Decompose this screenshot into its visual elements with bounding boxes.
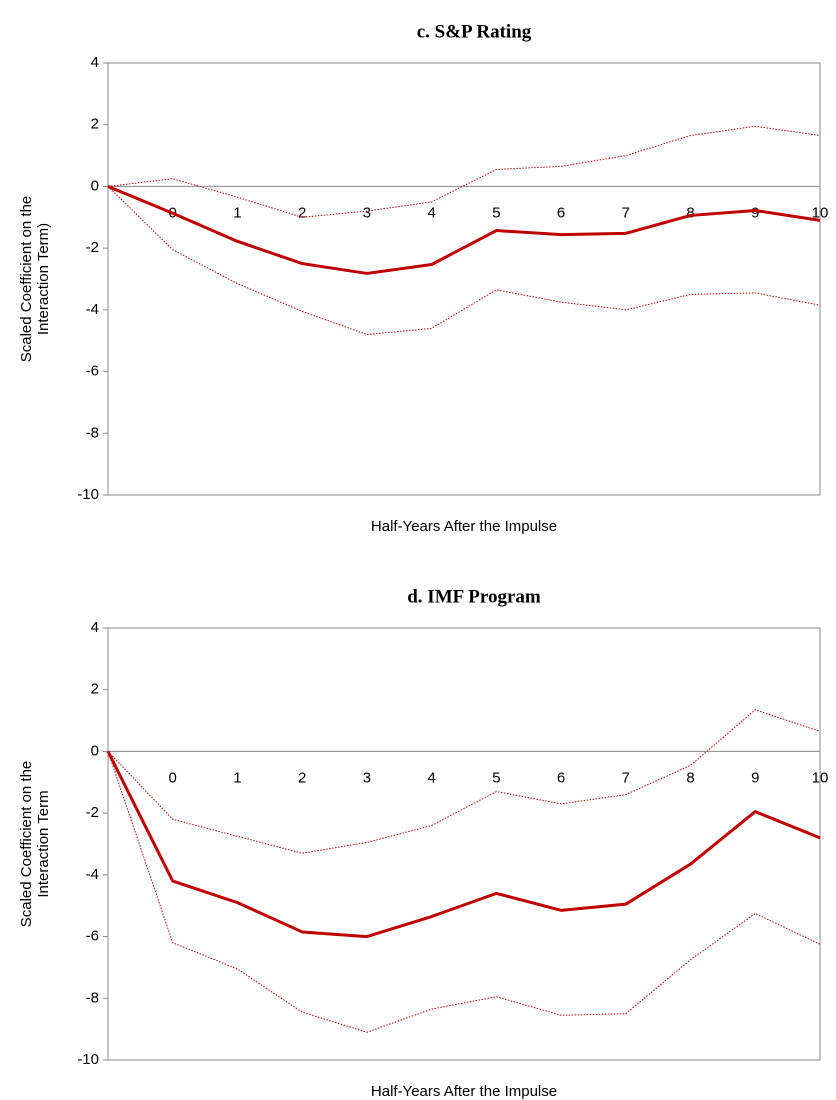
y-tick-label: 0 xyxy=(91,177,99,194)
y-axis-label-line: Scaled Coefficient on the xyxy=(18,761,35,928)
x-tick-label: 10 xyxy=(812,204,829,221)
y-axis-label-line: Scaled Coefficient on the xyxy=(18,196,35,363)
x-tick-label: 7 xyxy=(622,769,630,786)
y-tick-label: -8 xyxy=(86,424,99,441)
x-tick-label: 3 xyxy=(363,769,371,786)
chart-title: d. IMF Program xyxy=(407,586,541,607)
line-series xyxy=(107,709,821,854)
y-axis-label-line: Interaction Term xyxy=(35,790,52,897)
y-axis-label: Scaled Coefficient on theInteraction Ter… xyxy=(18,196,52,363)
x-tick-label: 4 xyxy=(427,769,435,786)
y-tick-label: -6 xyxy=(86,928,99,945)
plot-frame xyxy=(107,62,821,496)
line-series xyxy=(107,186,821,336)
y-tick-label: 4 xyxy=(91,54,99,71)
x-tick-label: 1 xyxy=(233,204,241,221)
y-tick-label: -2 xyxy=(86,804,99,821)
x-tick-label: 1 xyxy=(233,769,241,786)
x-tick-label: 9 xyxy=(751,204,759,221)
x-tick-label: 5 xyxy=(492,204,500,221)
line-series xyxy=(107,185,821,275)
x-tick-label: 8 xyxy=(686,204,694,221)
x-tick-label: 5 xyxy=(492,769,500,786)
x-tick-label: 6 xyxy=(557,204,565,221)
line-series xyxy=(107,125,821,218)
x-tick-label: 2 xyxy=(298,204,306,221)
line-series xyxy=(106,750,821,939)
chart-title: c. S&P Rating xyxy=(417,21,532,42)
y-tick-label: 0 xyxy=(91,742,99,759)
x-tick-label: 2 xyxy=(298,769,306,786)
x-tick-label: 3 xyxy=(363,204,371,221)
y-axis-label-line: Interaction Term) xyxy=(35,223,52,335)
x-tick-label: 8 xyxy=(686,769,694,786)
x-tick-label: 6 xyxy=(557,769,565,786)
y-tick-label: -6 xyxy=(86,363,99,380)
y-tick-label: -4 xyxy=(86,301,99,318)
x-tick-label: 9 xyxy=(751,769,759,786)
plot-frame xyxy=(107,627,821,1061)
x-tick-label: 10 xyxy=(812,769,829,786)
y-tick-label: 2 xyxy=(91,681,99,698)
line-series xyxy=(107,751,821,1033)
y-tick-label: -10 xyxy=(77,1051,99,1068)
x-tick-label: 0 xyxy=(169,769,177,786)
y-tick-label: -2 xyxy=(86,239,99,256)
x-axis-label: Half-Years After the Impulse xyxy=(371,518,557,535)
y-tick-label: 4 xyxy=(91,619,99,636)
y-tick-label: -4 xyxy=(86,866,99,883)
y-tick-label: 2 xyxy=(91,116,99,133)
x-tick-label: 7 xyxy=(622,204,630,221)
x-axis-label: Half-Years After the Impulse xyxy=(371,1083,557,1100)
y-axis-label: Scaled Coefficient on theInteraction Ter… xyxy=(18,761,52,928)
x-tick-label: 4 xyxy=(427,204,435,221)
y-tick-label: -10 xyxy=(77,486,99,503)
y-tick-label: -8 xyxy=(86,989,99,1006)
